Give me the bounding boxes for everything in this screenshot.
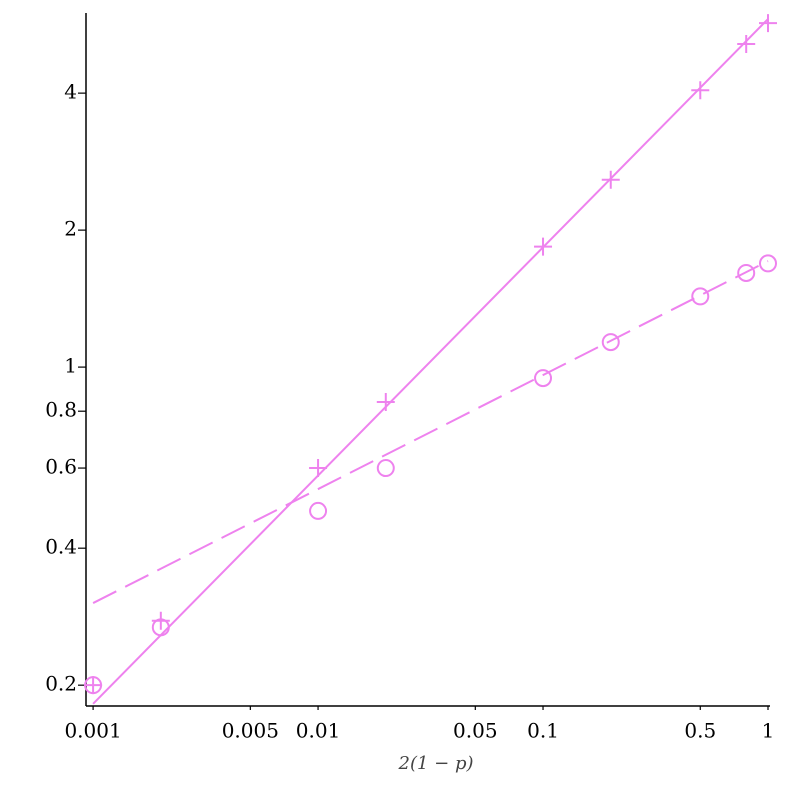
plus-point — [737, 34, 756, 53]
plus-point — [84, 676, 103, 695]
plus-point — [691, 81, 710, 100]
x-tick-label: 1 — [762, 719, 775, 743]
circle-point — [376, 459, 395, 478]
circle-point — [759, 254, 777, 273]
circle-point — [601, 333, 620, 352]
x-tick-label: 0.005 — [222, 719, 279, 743]
circle-point — [534, 369, 553, 388]
y-tick-label: 2 — [64, 217, 77, 241]
y-tick-label: 1 — [64, 354, 77, 378]
y-tick-label: 0.2 — [45, 672, 77, 696]
x-tick-label: 0.05 — [453, 719, 498, 743]
y-tick-label: 0.6 — [45, 455, 77, 479]
plus-point — [151, 611, 170, 630]
x-tick-label: 0.001 — [64, 719, 121, 743]
x-tick-label: 0.5 — [684, 719, 716, 743]
x-tick-label: 0.1 — [527, 719, 559, 743]
plus-point — [376, 393, 395, 412]
x-axis-label: 2(1 − p) — [398, 753, 474, 774]
circle-point — [737, 263, 756, 282]
circle-point — [84, 676, 103, 695]
y-tick-label: 4 — [64, 80, 77, 104]
plus-point — [759, 14, 777, 33]
circle-point — [309, 501, 328, 520]
y-tick-label: 0.4 — [45, 535, 77, 559]
fit-line — [92, 260, 769, 604]
circle-point — [691, 287, 710, 306]
y-tick-label: 0.8 — [45, 398, 77, 422]
x-tick-label: 0.01 — [296, 719, 341, 743]
fit-line — [92, 18, 769, 705]
